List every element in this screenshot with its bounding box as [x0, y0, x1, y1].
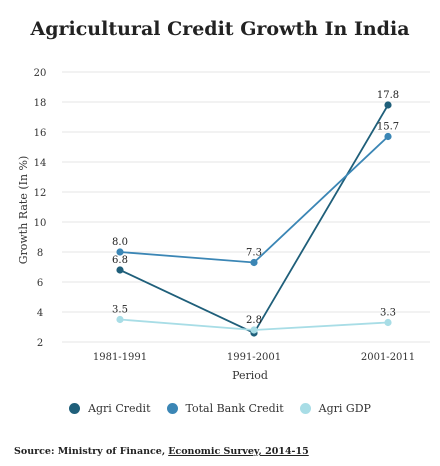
series-points: [116, 101, 392, 337]
data-point[interactable]: [116, 315, 124, 324]
data-label: 2.8: [246, 315, 262, 326]
legend-marker: [299, 403, 311, 414]
series-line: [119, 104, 389, 335]
y-axis-ticks: 2 4 6 8 10 12 14 16 18 20: [34, 68, 47, 349]
y-tick-label: 14: [34, 158, 47, 169]
source-link[interactable]: Economic Survey, 2014-15: [168, 446, 309, 457]
y-tick-label: 12: [34, 188, 47, 199]
x-tick-label: 1981-1991: [93, 352, 147, 363]
source-prefix: Source: Ministry of Finance,: [14, 446, 166, 457]
data-point[interactable]: [116, 248, 124, 256]
data-point[interactable]: [384, 101, 392, 109]
data-point[interactable]: [116, 266, 124, 274]
y-tick-label: 4: [37, 308, 43, 319]
y-tick-label: 6: [37, 278, 43, 289]
legend-label: Agri GDP: [318, 402, 371, 415]
data-point[interactable]: [384, 132, 392, 141]
data-label: 3.5: [112, 305, 128, 316]
data-label: 7.3: [246, 248, 262, 259]
y-tick-label: 16: [34, 128, 47, 139]
series-lines: [119, 104, 389, 335]
y-tick-label: 18: [34, 98, 47, 109]
y-axis-label: Growth Rate (In %): [17, 156, 30, 265]
x-axis-ticks: 1981-1991 1991-2001 2001-2011: [93, 352, 415, 363]
x-axis-label: Period: [232, 369, 268, 382]
legend-marker: [166, 403, 178, 414]
data-point[interactable]: [384, 318, 392, 327]
data-label: 8.0: [112, 237, 128, 248]
legend-item-agri-credit[interactable]: Agri Credit: [69, 402, 151, 415]
y-tick-label: 10: [34, 218, 47, 229]
legend-item-total-bank-credit[interactable]: Total Bank Credit: [166, 402, 284, 415]
legend: Agri Credit Total Bank Credit Agri GDP: [0, 402, 440, 415]
y-tick-label: 20: [34, 68, 47, 79]
y-tick-label: 2: [37, 338, 43, 349]
legend-label: Agri Credit: [88, 402, 151, 415]
data-labels: 6.8 17.8 8.0 7.3 15.7 3.5 2.8 3.3: [112, 90, 399, 326]
gridlines: [62, 71, 430, 343]
data-point[interactable]: [250, 326, 258, 334]
data-label: 15.7: [377, 122, 399, 133]
data-label: 6.8: [112, 255, 128, 266]
line-chart: 2 4 6 8 10 12 14 16 18 20 1981-1991 1991-2001 2001-…: [17, 68, 430, 382]
data-label: 17.8: [377, 90, 399, 101]
legend-label: Total Bank Credit: [185, 402, 284, 415]
legend-marker: [69, 403, 81, 414]
source-note: Source: Ministry of Finance, Economic Su…: [14, 446, 309, 457]
x-tick-label: 1991-2001: [227, 352, 281, 363]
chart-title: Agricultural Credit Growth In India: [30, 18, 410, 40]
y-tick-label: 8: [37, 248, 43, 259]
series-line: [119, 135, 389, 264]
x-tick-label: 2001-2011: [361, 352, 415, 363]
legend-item-agri-gdp[interactable]: Agri GDP: [299, 402, 371, 415]
data-label: 3.3: [380, 308, 396, 319]
data-point[interactable]: [250, 258, 258, 267]
